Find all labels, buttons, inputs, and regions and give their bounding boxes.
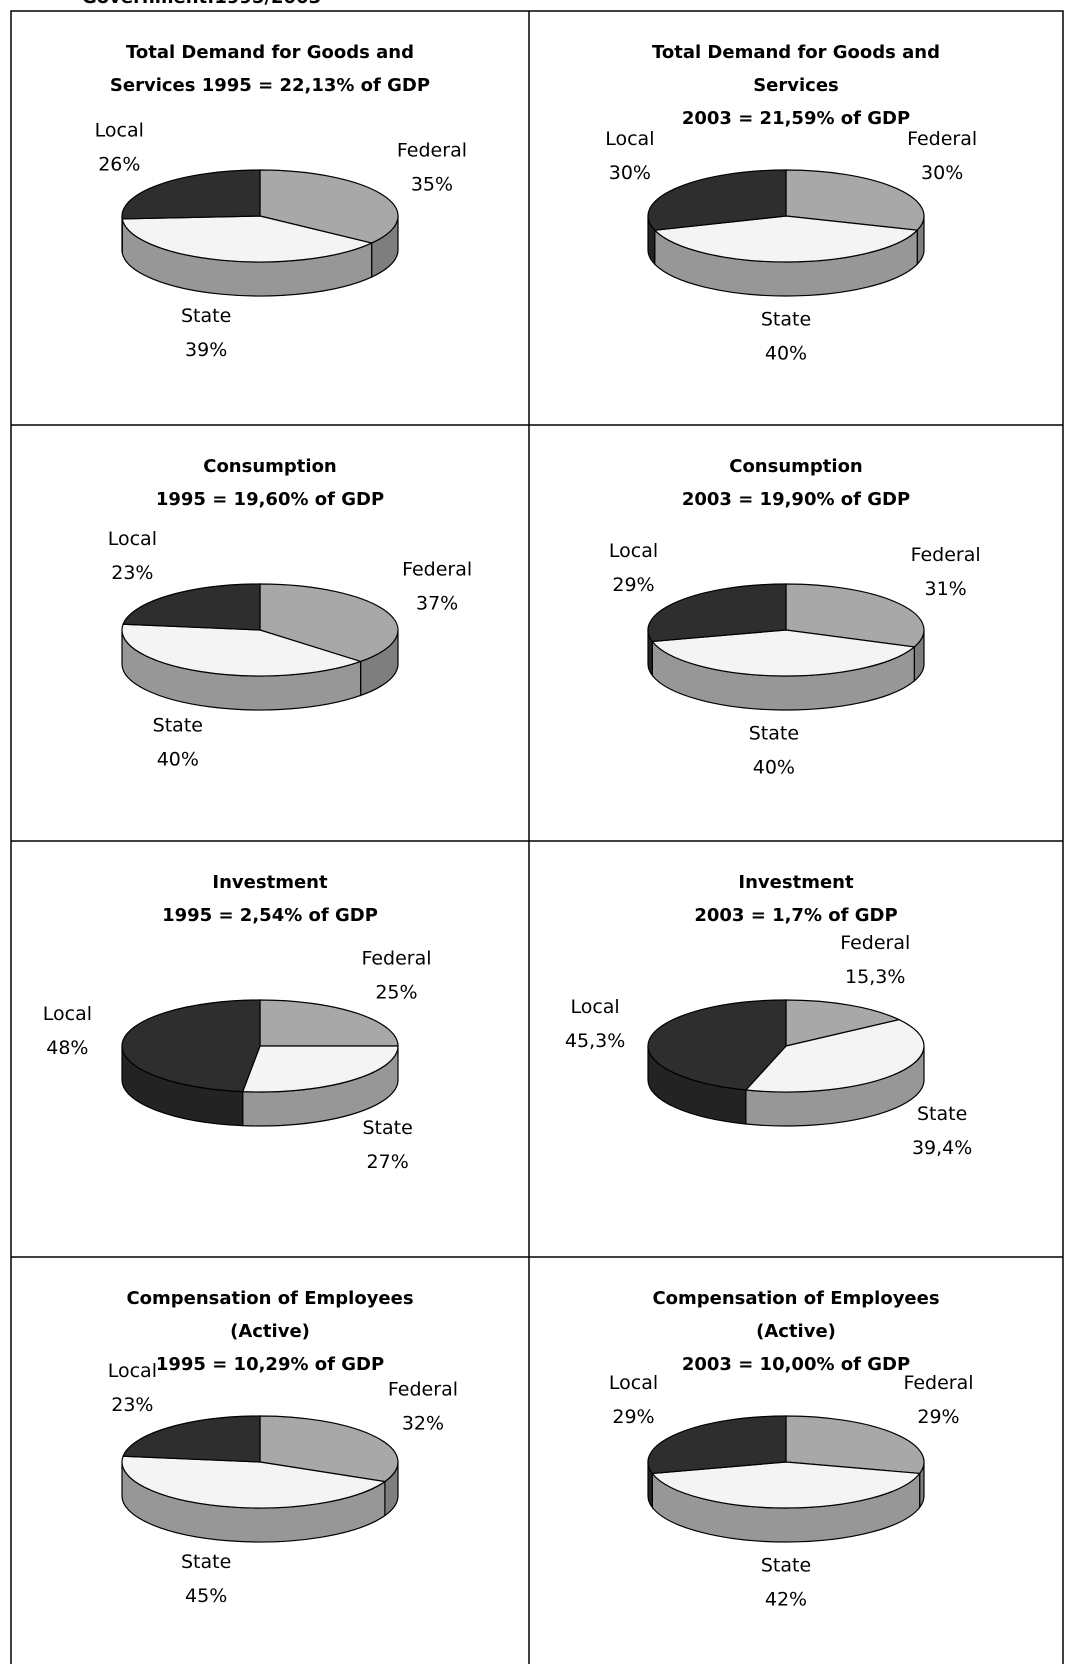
slice-value-label: 23%: [111, 1394, 153, 1416]
slice-value-label: 39%: [185, 339, 227, 361]
chart-title: 2003 = 10,00% of GDP: [682, 1354, 910, 1375]
slice: [785, 583, 925, 648]
slice: [651, 629, 916, 677]
slice: [259, 583, 399, 663]
chart-title: Investment: [738, 872, 854, 893]
table-lines: [10, 10, 1064, 1664]
slice-category: Local: [108, 1360, 157, 1382]
slice-category: State: [153, 714, 203, 736]
slice: [121, 623, 363, 677]
slice: [259, 1415, 399, 1483]
slice: [259, 999, 399, 1047]
slice-category: State: [761, 309, 811, 331]
slice: [647, 1415, 787, 1475]
slice: [121, 999, 261, 1093]
chart-title: (Active): [230, 1321, 310, 1342]
slice-value-label: 45,3%: [565, 1030, 625, 1052]
slice-category: Federal: [397, 139, 467, 161]
slice: [121, 215, 374, 263]
chart-title: (Active): [756, 1321, 836, 1342]
chart-title: Total Demand for Goods and: [652, 42, 940, 63]
slice-value-label: 15,3%: [845, 966, 905, 988]
slice-category: Federal: [402, 558, 472, 580]
slice: [785, 999, 901, 1047]
slice-value-label: 27%: [367, 1151, 409, 1173]
chart-title: Services 1995 = 22,13% of GDP: [110, 75, 430, 96]
slice: [121, 169, 261, 220]
slice: [122, 1415, 261, 1463]
slice-category: Federal: [361, 948, 431, 970]
slice-category: Local: [605, 128, 654, 150]
slice: [744, 1019, 925, 1093]
slice: [241, 1045, 399, 1093]
slice-category: State: [761, 1555, 811, 1577]
slice-value-label: 42%: [765, 1589, 807, 1611]
slice-value-label: 40%: [753, 756, 795, 778]
slice-category: State: [181, 1551, 231, 1573]
slice-value-label: 29%: [612, 1406, 654, 1428]
slice-category: State: [362, 1117, 412, 1139]
slice-category: Local: [609, 1372, 658, 1394]
chart-title: Compensation of Employees: [126, 1288, 413, 1309]
slice-category: State: [181, 305, 231, 327]
slice-category: Federal: [911, 544, 981, 566]
slice-value-label: 40%: [157, 748, 199, 770]
chart-title: Consumption: [729, 456, 863, 477]
slice: [647, 169, 787, 231]
chart-title: 2003 = 19,90% of GDP: [682, 489, 910, 510]
slice: [122, 583, 261, 631]
chart-title: Investment: [212, 872, 328, 893]
slice-category: Federal: [903, 1372, 973, 1394]
chart-title: Services: [753, 75, 839, 96]
slice-category: Federal: [388, 1378, 458, 1400]
slice: [785, 169, 925, 231]
slice-value-label: 32%: [402, 1412, 444, 1434]
slice-category: Federal: [840, 932, 910, 954]
slice-value-label: 29%: [917, 1406, 959, 1428]
slice: [647, 583, 787, 643]
slice-value-label: 45%: [185, 1585, 227, 1607]
chart-title: 1995 = 19,60% of GDP: [156, 489, 384, 510]
chart-title: 1995 = 10,29% of GDP: [156, 1354, 384, 1375]
slice-value-label: 23%: [111, 562, 153, 584]
slice-category: State: [749, 722, 799, 744]
slice-value-label: 40%: [765, 343, 807, 365]
slice-value-label: 29%: [612, 574, 654, 596]
slice: [785, 1415, 925, 1475]
slice-category: Local: [609, 540, 658, 562]
slice-category: Local: [570, 996, 619, 1018]
slice-category: Local: [43, 1003, 92, 1025]
slice-value-label: 39,4%: [912, 1137, 972, 1159]
chart-title: 2003 = 1,7% of GDP: [694, 905, 897, 926]
slice-value-label: 35%: [411, 173, 453, 195]
slice-category: Local: [95, 120, 144, 142]
chart-title: Total Demand for Goods and: [126, 42, 414, 63]
slice-value-label: 37%: [416, 592, 458, 614]
slice: [647, 999, 787, 1091]
slice: [651, 1461, 921, 1509]
slice-value-label: 48%: [46, 1037, 88, 1059]
chart-title: Consumption: [203, 456, 337, 477]
chart-title: 1995 = 2,54% of GDP: [162, 905, 378, 926]
slice: [121, 1455, 387, 1509]
slice: [259, 169, 399, 244]
slice-value-label: 30%: [921, 162, 963, 184]
page-heading: Government:1995/2003: [82, 0, 321, 8]
slice-value-label: 25%: [375, 982, 417, 1004]
chart-title: Compensation of Employees: [652, 1288, 939, 1309]
slice-value-label: 30%: [609, 162, 651, 184]
slice: [653, 215, 919, 263]
slice-category: Federal: [907, 128, 977, 150]
slice-value-label: 31%: [925, 578, 967, 600]
slice-value-label: 26%: [98, 154, 140, 176]
slice-category: State: [917, 1103, 967, 1125]
slice-category: Local: [108, 528, 157, 550]
chart-title: 2003 = 21,59% of GDP: [682, 108, 910, 129]
